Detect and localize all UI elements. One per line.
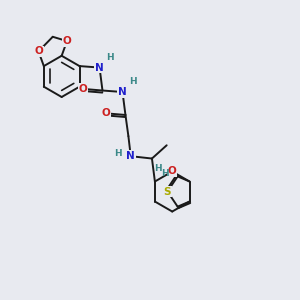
Text: O: O [102,109,110,118]
Text: O: O [63,36,71,46]
Text: H: H [129,77,136,86]
Text: S: S [164,187,171,196]
Text: H: H [114,149,121,158]
Text: H: H [154,164,162,173]
Text: H: H [106,53,114,62]
Text: N: N [118,87,127,97]
Text: N: N [126,151,135,161]
Text: N: N [95,63,104,73]
Text: O: O [79,84,87,94]
Text: O: O [34,46,43,56]
Text: H: H [161,169,169,178]
Text: O: O [168,167,177,176]
